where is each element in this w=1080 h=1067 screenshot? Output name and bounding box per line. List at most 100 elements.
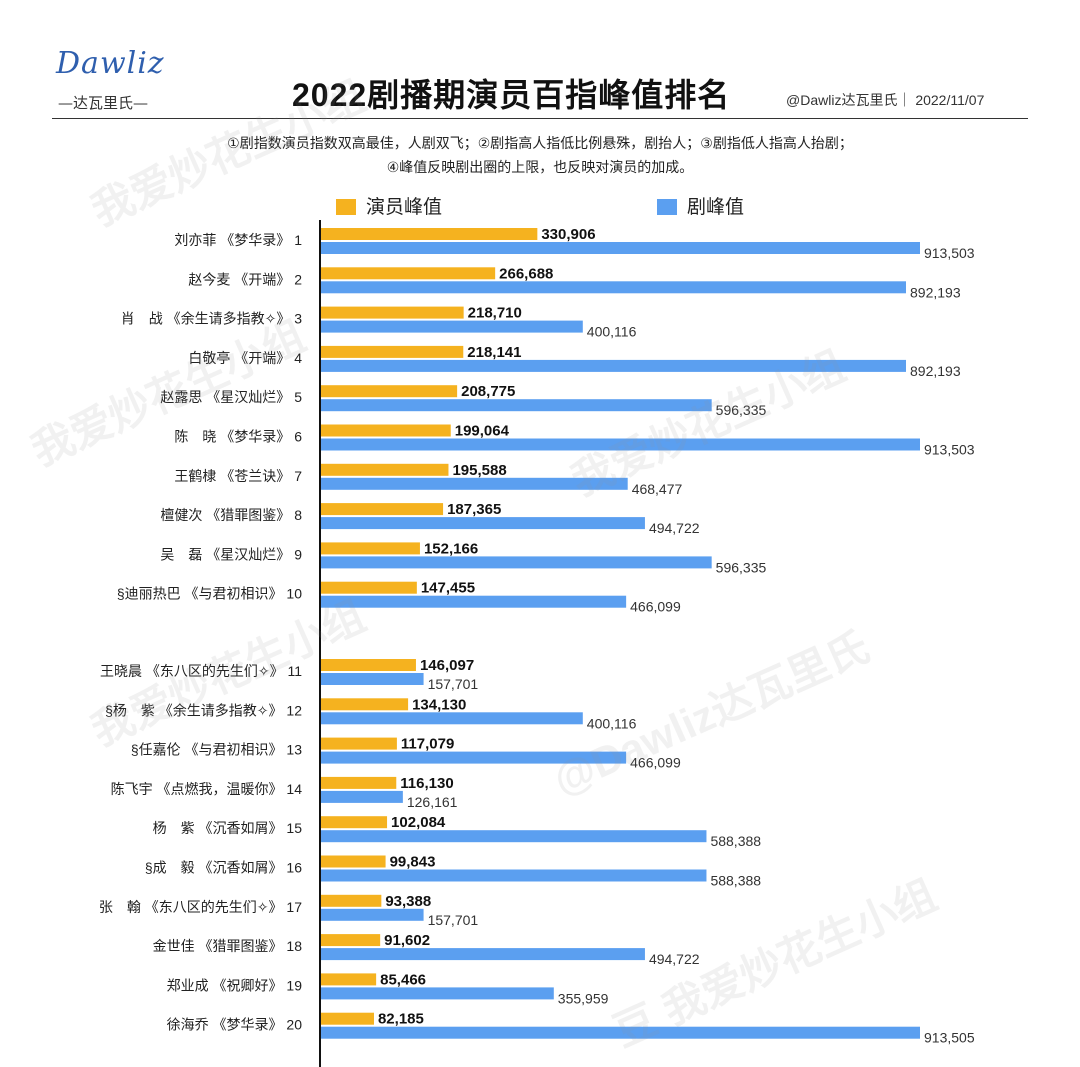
actor-value-label: 99,843 — [390, 854, 436, 871]
category-label: §成 毅 《沉香如屑》 16 — [145, 860, 302, 876]
category-label: §任嘉伦 《与君初相识》 13 — [131, 742, 302, 758]
actor-value-label: 147,455 — [421, 580, 475, 597]
category-label: 郑业成 《祝卿好》 19 — [167, 977, 303, 993]
drama-bar — [320, 399, 712, 412]
legend-actor-swatch — [336, 199, 356, 215]
drama-value-label: 913,505 — [924, 1030, 975, 1046]
legend-actor: 演员峰值 — [336, 192, 442, 219]
legend-actor-label: 演员峰值 — [366, 197, 443, 218]
drama-bar — [320, 830, 707, 843]
category-label: 陈 晓 《梦华录》 6 — [174, 429, 302, 445]
note-line-1: ①剧指数演员指数双高最佳，人剧双飞；②剧指高人指低比例悬殊，剧抬人；③剧指低人指… — [227, 135, 853, 151]
category-label: 王鹤棣 《苍兰诀》 7 — [174, 468, 302, 484]
actor-bar — [320, 228, 538, 240]
note-line-2: ④峰值反映剧出圈的上限，也反映对演员的加成。 — [386, 159, 694, 175]
actor-bar — [320, 424, 451, 437]
actor-bar — [320, 503, 444, 516]
actor-value-label: 266,688 — [499, 265, 553, 282]
chart-title: 2022剧播期演员百指峰值排名 — [292, 77, 731, 113]
category-label: 刘亦菲 《梦华录》 1 — [174, 232, 302, 248]
drama-value-label: 157,701 — [428, 676, 479, 692]
category-label: 檀健次 《猎罪图鉴》 8 — [160, 507, 302, 523]
category-label: 赵露思 《星汉灿烂》 5 — [160, 389, 302, 405]
drama-value-label: 892,193 — [910, 363, 961, 379]
actor-value-label: 208,775 — [461, 383, 515, 400]
drama-bar — [320, 438, 920, 451]
drama-bar — [320, 1026, 920, 1039]
actor-value-label: 199,064 — [455, 423, 510, 440]
category-label: §迪丽热巴 《与君初相识》 10 — [117, 586, 302, 602]
drama-bar — [320, 712, 583, 725]
category-label: 杨 紫 《沉香如屑》 15 — [153, 820, 303, 836]
actor-value-label: 187,365 — [447, 501, 501, 518]
drama-value-label: 913,503 — [924, 245, 975, 261]
drama-bar — [320, 281, 907, 294]
actor-value-label: 218,710 — [468, 305, 522, 322]
drama-bar — [320, 517, 645, 530]
legend-drama: 剧峰值 — [657, 192, 744, 219]
actor-bar — [320, 934, 381, 947]
drama-bar — [320, 987, 554, 1000]
legend-drama-swatch — [657, 199, 677, 215]
actor-bar — [320, 698, 409, 711]
actor-value-label: 117,079 — [401, 736, 454, 753]
drama-value-label: 355,959 — [558, 990, 609, 1006]
actor-bar — [320, 463, 449, 476]
actor-bar — [320, 1012, 374, 1025]
drama-value-label: 400,116 — [587, 715, 637, 731]
drama-value-label: 468,477 — [632, 481, 683, 497]
actor-bar — [320, 385, 458, 398]
actor-value-label: 330,906 — [541, 226, 595, 243]
credit-line: @Dawliz达瓦里氏｜ 2022/11/07 — [786, 92, 985, 108]
actor-bar — [320, 855, 386, 868]
drama-bar — [320, 320, 583, 333]
drama-value-label: 596,335 — [716, 402, 767, 418]
actor-bar — [320, 659, 416, 671]
actor-value-label: 91,602 — [384, 932, 430, 949]
logo-subtitle: —达瓦里氏— — [57, 94, 148, 112]
drama-bar — [320, 359, 907, 372]
drama-value-label: 126,161 — [407, 794, 458, 810]
drama-value-label: 892,193 — [910, 284, 961, 300]
actor-value-label: 102,084 — [391, 814, 446, 831]
drama-value-label: 596,335 — [716, 559, 767, 575]
category-label: 白敬亭 《开端》 4 — [188, 350, 302, 366]
category-label: 陈飞宇 《点燃我，温暖你》 14 — [111, 781, 303, 797]
logo: Dawliz —达瓦里氏— — [48, 46, 168, 116]
actor-value-label: 93,388 — [385, 893, 431, 910]
actor-bar — [320, 894, 382, 907]
actor-bar — [320, 267, 496, 280]
bar-chart: 刘亦菲 《梦华录》 1 330,906 913,503 赵今麦 《开端》 2 266,6… — [99, 220, 975, 1067]
drama-value-label: 466,099 — [630, 755, 681, 771]
drama-bar — [320, 242, 920, 254]
actor-value-label: 134,130 — [412, 696, 466, 713]
drama-value-label: 588,388 — [710, 873, 761, 889]
category-label: 赵今麦 《开端》 2 — [188, 271, 302, 287]
drama-bar — [320, 751, 627, 764]
category-label: 王晓晨 《东八区的先生们✧》 11 — [100, 663, 302, 679]
category-label: §杨 紫 《余生请多指教✧》 12 — [105, 702, 302, 718]
actor-bar — [320, 581, 417, 594]
drama-bar — [320, 673, 424, 685]
drama-bar — [320, 948, 645, 961]
drama-bar — [320, 790, 403, 803]
drama-value-label: 400,116 — [587, 324, 637, 340]
category-label: 张 翰 《东八区的先生们✧》 17 — [99, 899, 302, 915]
drama-bar — [320, 595, 627, 608]
category-label: 徐海乔 《梦华录》 20 — [167, 1017, 303, 1033]
header-divider — [52, 118, 1028, 119]
actor-value-label: 116,130 — [400, 775, 453, 792]
drama-value-label: 466,099 — [630, 599, 681, 615]
actor-bar — [320, 306, 464, 319]
drama-value-label: 494,722 — [649, 951, 700, 967]
actor-value-label: 218,141 — [467, 344, 521, 361]
actor-value-label: 146,097 — [420, 657, 474, 674]
actor-bar — [320, 542, 420, 555]
drama-bar — [320, 477, 628, 490]
actor-bar — [320, 737, 397, 750]
category-label: 肖 战 《余生请多指教✧》 3 — [121, 311, 303, 327]
drama-value-label: 913,503 — [924, 442, 975, 458]
actor-value-label: 82,185 — [378, 1011, 424, 1028]
logo-mark: Dawliz — [56, 46, 165, 81]
drama-bar — [320, 908, 424, 921]
